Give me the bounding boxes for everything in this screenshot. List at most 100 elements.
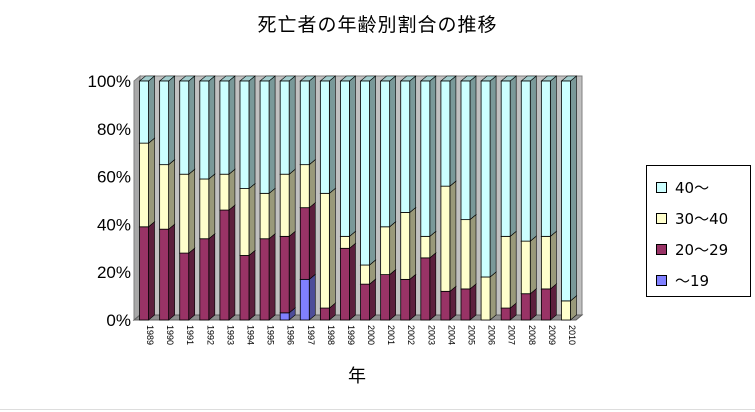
bar-segment bbox=[139, 80, 149, 144]
x-tick-label: 2010 bbox=[567, 325, 577, 345]
bar-side bbox=[529, 235, 537, 295]
bar-side bbox=[288, 230, 296, 314]
bar-segment bbox=[360, 264, 370, 285]
bar-side bbox=[188, 247, 196, 321]
bar-segment bbox=[199, 238, 210, 321]
bar-side bbox=[429, 75, 437, 237]
bar-side bbox=[550, 75, 557, 237]
bar-segment bbox=[219, 209, 230, 321]
legend-swatch-under19 bbox=[656, 274, 667, 286]
bar-side bbox=[409, 273, 417, 321]
bar-side bbox=[268, 187, 276, 240]
bar-side bbox=[529, 75, 537, 242]
bar-segment bbox=[319, 192, 330, 309]
x-tick-label: 1998 bbox=[326, 325, 336, 345]
bar-segment bbox=[299, 164, 310, 209]
legend-label-under19: ～19 bbox=[675, 271, 710, 290]
x-tick-label: 1992 bbox=[205, 325, 215, 345]
legend-label-40plus: 40～ bbox=[675, 178, 710, 197]
bar-segment bbox=[420, 235, 431, 259]
bar-segment bbox=[239, 188, 250, 256]
legend-item-under19: ～19 bbox=[656, 271, 710, 290]
bar-segment bbox=[440, 290, 451, 321]
divider bbox=[0, 409, 755, 410]
side-wall bbox=[133, 74, 141, 322]
bar-side bbox=[148, 221, 155, 321]
bar-side bbox=[389, 221, 396, 276]
bar-segment bbox=[139, 226, 149, 321]
bar-side bbox=[308, 159, 316, 209]
chart-title: 死亡者の年齢別割合の推移 bbox=[257, 14, 498, 36]
bar-side bbox=[329, 75, 336, 194]
bar-segment bbox=[540, 235, 551, 290]
x-tick-label: 1994 bbox=[246, 325, 256, 345]
bar-segment bbox=[159, 80, 170, 166]
bar-segment bbox=[159, 164, 170, 230]
legend-item-20-29: 20～29 bbox=[656, 240, 729, 259]
x-tick-label: 2004 bbox=[446, 325, 456, 345]
bar-side bbox=[268, 75, 276, 194]
bar-segment bbox=[420, 80, 431, 237]
bar-side bbox=[469, 213, 477, 290]
bar-segment bbox=[400, 80, 411, 213]
bar-segment bbox=[520, 293, 531, 321]
bar-segment bbox=[159, 228, 170, 321]
bar-side bbox=[188, 75, 196, 175]
bar-segment bbox=[259, 192, 270, 240]
bar-segment bbox=[460, 288, 471, 321]
x-tick-label: 1993 bbox=[225, 325, 235, 345]
bar-side bbox=[509, 230, 517, 309]
bar-side bbox=[168, 159, 175, 230]
bar-side bbox=[228, 75, 236, 175]
x-tick-label: 2007 bbox=[507, 325, 517, 345]
x-tick-label: 2006 bbox=[487, 325, 497, 345]
legend-swatch-20-29 bbox=[656, 243, 667, 255]
x-tick-label: 1997 bbox=[306, 325, 316, 345]
y-tick-label: 0% bbox=[106, 311, 131, 330]
y-tick-label: 60% bbox=[97, 168, 131, 187]
bar-side bbox=[409, 206, 417, 281]
bar-segment bbox=[340, 247, 350, 321]
x-tick-label: 2003 bbox=[426, 325, 436, 345]
bar-segment bbox=[319, 307, 330, 321]
bar-segment bbox=[561, 80, 571, 302]
bar-segment bbox=[540, 288, 551, 321]
bar-side bbox=[550, 230, 557, 290]
bar-side bbox=[308, 75, 316, 166]
bar-segment bbox=[360, 80, 370, 266]
bar-side bbox=[308, 202, 316, 281]
bar-segment bbox=[500, 235, 511, 309]
legend-swatch-30-40 bbox=[656, 212, 667, 224]
bar-side bbox=[349, 75, 356, 237]
legend-label-20-29: 20～29 bbox=[675, 240, 729, 259]
legend-item-30-40: 30～40 bbox=[656, 210, 728, 228]
bar-side bbox=[288, 168, 296, 237]
bar-segment bbox=[420, 257, 431, 321]
bar-side bbox=[288, 75, 296, 175]
bar-segment bbox=[460, 80, 471, 221]
bar-side bbox=[509, 75, 517, 237]
y-tick-label: 20% bbox=[97, 263, 131, 282]
bar-segment bbox=[319, 80, 330, 194]
bar-side bbox=[228, 168, 236, 211]
bar-side bbox=[449, 285, 457, 321]
x-tick-label: 1995 bbox=[266, 325, 276, 345]
bar-segment bbox=[480, 276, 491, 321]
bar-side bbox=[449, 180, 457, 292]
bar-side bbox=[148, 75, 155, 144]
legend-swatch-40plus bbox=[656, 181, 667, 193]
bar-side bbox=[228, 204, 236, 321]
x-tick-label: 2008 bbox=[527, 325, 537, 345]
bar-segment bbox=[279, 235, 290, 314]
bar-segment bbox=[179, 173, 190, 254]
bar-segment bbox=[360, 283, 370, 321]
bar-side bbox=[148, 137, 155, 228]
bar-side bbox=[389, 75, 396, 228]
x-tick-label: 2002 bbox=[406, 325, 416, 345]
bar-segment bbox=[440, 185, 451, 292]
bar-segment bbox=[380, 274, 391, 321]
x-tick-label: 2000 bbox=[366, 325, 376, 345]
bar-segment bbox=[179, 80, 190, 175]
bar-side bbox=[369, 278, 376, 321]
